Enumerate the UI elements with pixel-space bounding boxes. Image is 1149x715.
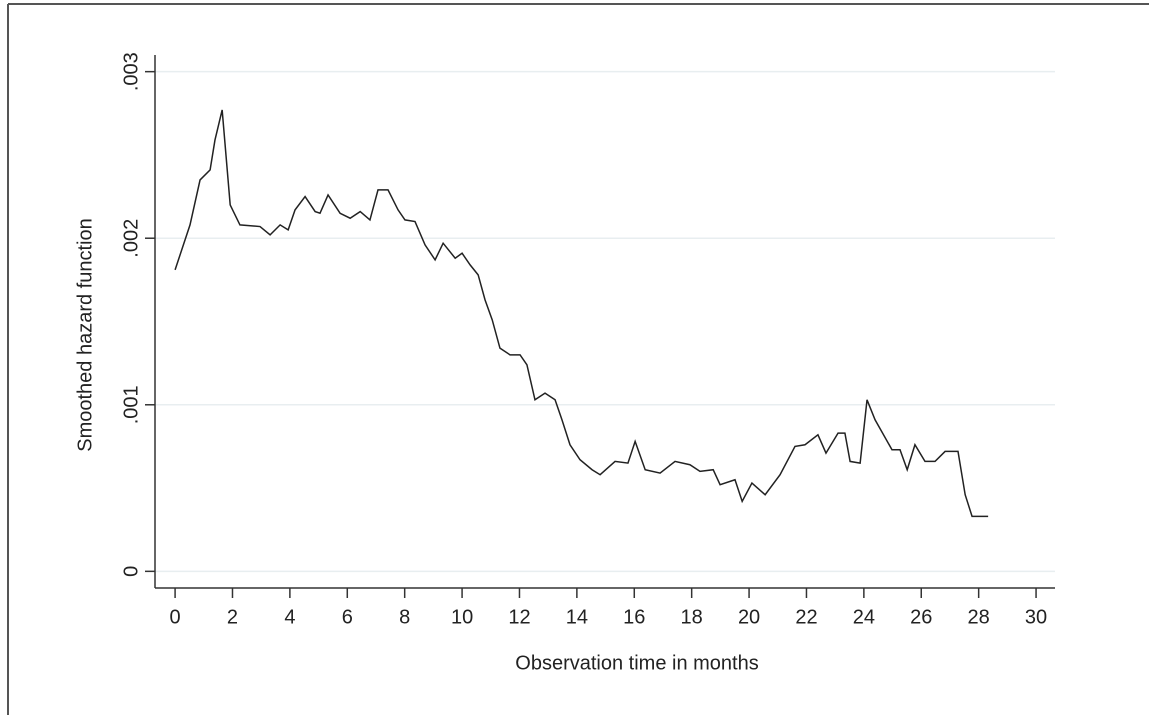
x-axis-label: Observation time in months bbox=[515, 652, 758, 674]
x-tick-label: 0 bbox=[170, 606, 181, 628]
y-axis-label: Smoothed hazard function bbox=[74, 218, 96, 452]
x-tick-label: 4 bbox=[284, 606, 295, 628]
x-tick-label: 18 bbox=[681, 606, 703, 628]
x-tick-label: 6 bbox=[342, 606, 353, 628]
y-tick-label: 0 bbox=[120, 566, 142, 577]
y-tick-label: .001 bbox=[120, 385, 142, 424]
x-tick-label: 26 bbox=[910, 606, 932, 628]
y-tick-label: .002 bbox=[120, 219, 142, 258]
x-tick-label: 10 bbox=[451, 606, 473, 628]
y-tick-label: .003 bbox=[120, 52, 142, 91]
x-tick-label: 14 bbox=[566, 606, 588, 628]
x-tick-label: 16 bbox=[623, 606, 645, 628]
x-tick-label: 22 bbox=[795, 606, 817, 628]
x-tick-label: 30 bbox=[1025, 606, 1047, 628]
x-tick-label: 28 bbox=[968, 606, 990, 628]
x-tick-label: 2 bbox=[227, 606, 238, 628]
x-tick-label: 24 bbox=[853, 606, 875, 628]
x-tick-label: 12 bbox=[508, 606, 530, 628]
data-line bbox=[174, 109, 989, 518]
x-tick-label: 20 bbox=[738, 606, 760, 628]
x-tick-label: 8 bbox=[399, 606, 410, 628]
